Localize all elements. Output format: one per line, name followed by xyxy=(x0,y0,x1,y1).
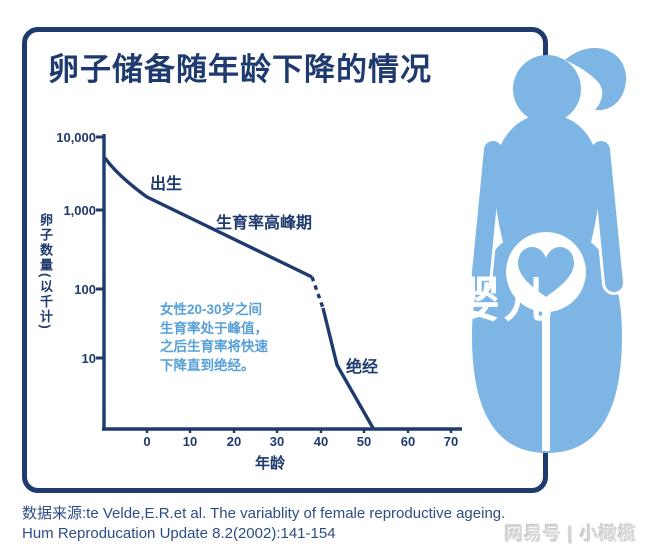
curve-dashed xyxy=(310,276,325,309)
watermark-bottom-right: 网易号 | 小橄榄 xyxy=(505,524,638,544)
y-tick-1000: 1,000 xyxy=(63,203,96,218)
figure-head xyxy=(513,55,581,123)
curve-solid-2 xyxy=(321,307,375,429)
note-text: 女性20-30岁之间 生育率处于峰值， 之后生育率将快速 下降直到绝经。 xyxy=(160,301,268,375)
source-citation: 数据来源:te Velde,E.R.et al. The variablity … xyxy=(22,504,505,544)
x-tick-50: 50 xyxy=(356,434,372,449)
y-tick-10: 10 xyxy=(81,351,96,366)
curve-solid-1 xyxy=(103,156,313,279)
ponytail xyxy=(565,48,627,111)
x-tick-40: 40 xyxy=(313,434,329,449)
y-tick-100: 100 xyxy=(74,282,96,297)
x-tick-60: 60 xyxy=(400,434,416,449)
heart-icon xyxy=(518,247,574,297)
x-tick-70: 70 xyxy=(443,434,459,449)
x-tick-0: 0 xyxy=(143,434,151,449)
figure-torso xyxy=(494,114,600,242)
y-tick-10000: 10,000 xyxy=(56,130,96,145)
note-line-3: 之后生育率将快速 xyxy=(160,339,268,354)
y-axis-label: 卵子数量(以千计) xyxy=(38,213,53,331)
note-line-2: 生育率处于峰值， xyxy=(160,320,268,336)
x-tick-marks xyxy=(145,429,453,433)
annotation-menopause: 绝经 xyxy=(346,359,379,376)
figure-arms xyxy=(468,138,626,295)
source-line-1: 数据来源:te Velde,E.R.et al. The variablity … xyxy=(22,505,506,522)
x-tick-20: 20 xyxy=(226,434,242,449)
x-tick-10: 10 xyxy=(182,434,198,449)
note-line-1: 女性20-30岁之间 xyxy=(160,302,263,317)
annotation-peak-fertility: 生育率高峰期 xyxy=(216,215,313,232)
x-axis-label: 年龄 xyxy=(254,455,285,472)
annotation-birth: 出生 xyxy=(150,176,183,193)
note-line-4: 下降直到绝经。 xyxy=(160,357,255,373)
x-tick-30: 30 xyxy=(269,434,285,449)
y-tick-marks xyxy=(96,135,104,360)
source-line-2: Hum Reproducation Update 8.2(2002):141-1… xyxy=(22,525,336,542)
watermark-center: 婴儿 xyxy=(452,274,557,327)
page-title: 卵子储备随年龄下降的情况 xyxy=(48,52,432,87)
